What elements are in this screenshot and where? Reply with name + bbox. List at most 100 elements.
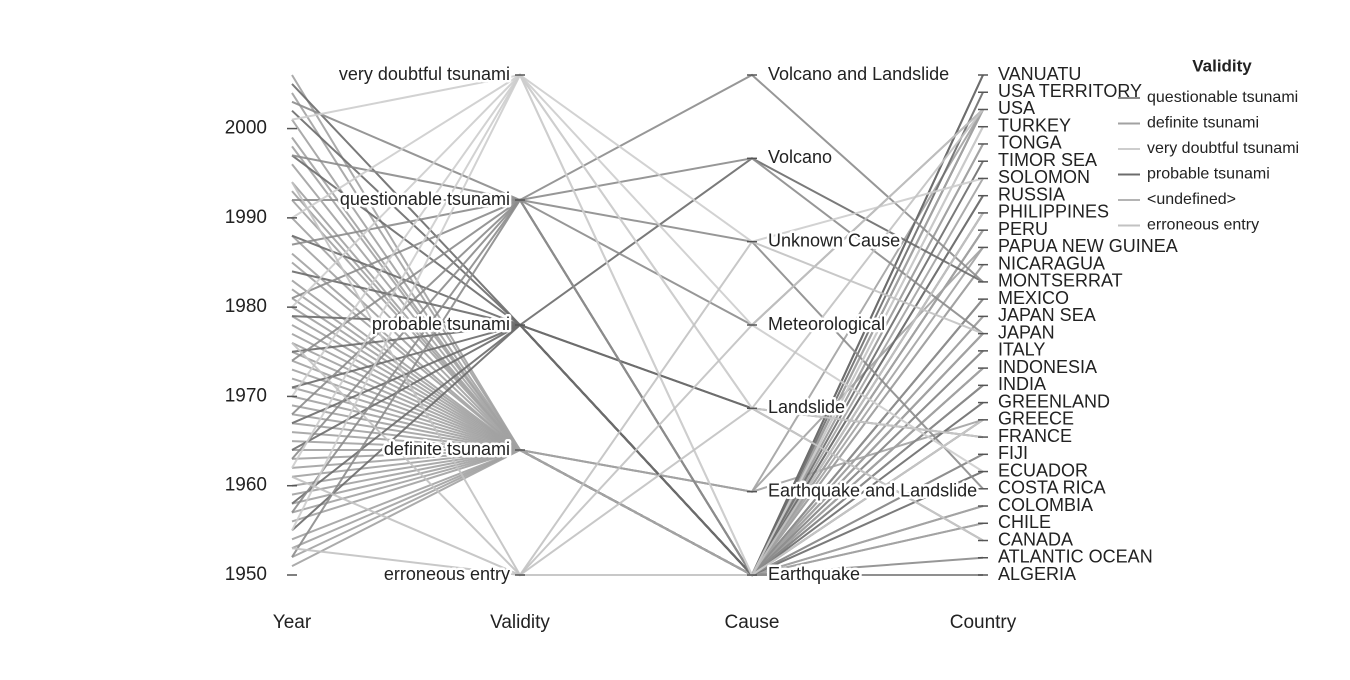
country-label-france: FRANCE (998, 426, 1072, 446)
axis-layer (287, 74, 988, 576)
country-label-tonga-halo: TONGA (998, 133, 1062, 153)
country-label-nicaragua: NICARAGUA (998, 253, 1105, 273)
record-line-71 (291, 73, 984, 578)
country-label-japan-sea-halo: JAPAN SEA (998, 305, 1096, 325)
cause-label-volcano: Volcano (768, 147, 832, 167)
cause-label-earthquake: Earthquake (768, 564, 860, 584)
axis-title-cause: Cause (725, 612, 780, 633)
record-line-65 (291, 73, 984, 283)
legend-label-probable-tsunami: probable tsunami (1147, 166, 1270, 183)
year-tick-label-2000: 2000 (225, 118, 267, 139)
country-label-atlantic-ocean: ATLANTIC OCEAN (998, 547, 1153, 567)
validity-label-questionable-tsunami: questionable tsunami (340, 189, 510, 209)
country-label-japan-sea: JAPAN SEA (998, 305, 1096, 325)
country-label-indonesia-halo: INDONESIA (998, 357, 1097, 377)
country-label-vanuatu-halo: VANUATU (998, 64, 1081, 84)
year-tick-label-1970-halo: 1970 (225, 385, 267, 406)
country-label-montserrat-halo: MONTSERRAT (998, 271, 1123, 291)
country-label-chile-halo: CHILE (998, 512, 1051, 532)
year-tick-label-1960-halo: 1960 (225, 475, 267, 496)
country-label-ecuador-halo: ECUADOR (998, 460, 1088, 480)
year-tick-label-1970: 1970 (225, 385, 267, 406)
axis-labels-layer: 1950195019601960197019701980198019901990… (222, 61, 1180, 633)
cause-label-landslide: Landslide (768, 397, 845, 417)
country-label-colombia: COLOMBIA (998, 495, 1093, 515)
country-label-canada-halo: CANADA (998, 529, 1073, 549)
axis-title-country: Country (950, 612, 1017, 633)
legend-title: Validity (1192, 56, 1252, 75)
record-line-73 (291, 108, 984, 577)
country-label-italy-halo: ITALY (998, 340, 1045, 360)
validity-label-definite-tsunami-halo: definite tsunami (384, 439, 510, 459)
country-label-algeria-halo: ALGERIA (998, 564, 1076, 584)
validity-label-probable-tsunami-halo: probable tsunami (372, 314, 510, 334)
country-label-mexico: MEXICO (998, 288, 1069, 308)
record-line-66 (291, 100, 983, 576)
axis-title-validity: Validity (490, 612, 550, 633)
cause-label-volcano-and-landslide-halo: Volcano and Landslide (768, 64, 949, 84)
validity-label-very-doubtful-tsunami: very doubtful tsunami (339, 64, 510, 84)
country-label-canada: CANADA (998, 529, 1073, 549)
country-label-turkey-halo: TURKEY (998, 115, 1071, 135)
legend-label-questionable-tsunami: questionable tsunami (1147, 89, 1298, 106)
country-label-papua-new-guinea: PAPUA NEW GUINEA (998, 236, 1178, 256)
cause-label-meteorological: Meteorological (768, 314, 885, 334)
year-tick-label-1980: 1980 (225, 296, 267, 317)
country-label-india: INDIA (998, 374, 1046, 394)
cause-label-earthquake-halo: Earthquake (768, 564, 860, 584)
country-label-philippines-halo: PHILIPPINES (998, 202, 1109, 222)
record-line-44 (291, 74, 984, 577)
country-label-atlantic-ocean-halo: ATLANTIC OCEAN (998, 547, 1153, 567)
legend-label-erroneous-entry: erroneous entry (1147, 217, 1259, 234)
country-label-papua-new-guinea-halo: PAPUA NEW GUINEA (998, 236, 1178, 256)
cause-label-landslide-halo: Landslide (768, 397, 845, 417)
record-line-76 (291, 108, 984, 577)
country-label-timor-sea: TIMOR SEA (998, 150, 1097, 170)
validity-label-erroneous-entry-halo: erroneous entry (384, 564, 510, 584)
country-label-india-halo: INDIA (998, 374, 1046, 394)
axis-title-year: Year (273, 612, 312, 633)
country-label-costa-rica-halo: COSTA RICA (998, 478, 1106, 498)
year-tick-label-1950-halo: 1950 (225, 564, 267, 585)
cause-label-volcano-and-landslide: Volcano and Landslide (768, 64, 949, 84)
country-label-usa: USA (998, 98, 1035, 118)
record-line-59 (291, 198, 984, 490)
year-tick-label-1960: 1960 (225, 475, 267, 496)
country-label-fiji: FIJI (998, 443, 1028, 463)
country-label-greece: GREECE (998, 409, 1074, 429)
country-label-usa-territory-halo: USA TERRITORY (998, 81, 1142, 101)
cause-label-meteorological-halo: Meteorological (768, 314, 885, 334)
country-label-indonesia: INDONESIA (998, 357, 1097, 377)
country-label-mexico-halo: MEXICO (998, 288, 1069, 308)
validity-label-definite-tsunami: definite tsunami (384, 439, 510, 459)
validity-label-very-doubtful-tsunami-halo: very doubtful tsunami (339, 64, 510, 84)
country-label-russia: RUSSIA (998, 184, 1065, 204)
country-label-greece-halo: GREECE (998, 409, 1074, 429)
country-label-greenland: GREENLAND (998, 391, 1110, 411)
record-line-63 (291, 157, 984, 335)
legend-label-very-doubtful-tsunami: very doubtful tsunami (1147, 140, 1299, 157)
country-label-italy: ITALY (998, 340, 1045, 360)
year-tick-label-1990: 1990 (225, 207, 267, 228)
country-label-russia-halo: RUSSIA (998, 184, 1065, 204)
country-label-colombia-halo: COLOMBIA (998, 495, 1093, 515)
country-label-usa-halo: USA (998, 98, 1035, 118)
country-label-algeria: ALGERIA (998, 564, 1076, 584)
country-label-nicaragua-halo: NICARAGUA (998, 253, 1105, 273)
country-label-solomon-halo: SOLOMON (998, 167, 1090, 187)
cause-label-earthquake-and-landslide-halo: Earthquake and Landslide (768, 480, 977, 500)
year-tick-label-1990-halo: 1990 (225, 207, 267, 228)
record-line-74 (291, 240, 984, 577)
country-label-costa-rica: COSTA RICA (998, 478, 1106, 498)
country-label-japan: JAPAN (998, 322, 1055, 342)
legend-label-definite-tsunami: definite tsunami (1147, 115, 1259, 132)
country-label-usa-territory: USA TERRITORY (998, 81, 1142, 101)
country-label-fiji-halo: FIJI (998, 443, 1028, 463)
cause-label-volcano-halo: Volcano (768, 147, 832, 167)
validity-label-erroneous-entry: erroneous entry (384, 564, 510, 584)
legend: Validity questionable tsunami definite tsu… (1118, 56, 1299, 234)
record-line-69 (291, 73, 984, 397)
country-label-ecuador: ECUADOR (998, 460, 1088, 480)
